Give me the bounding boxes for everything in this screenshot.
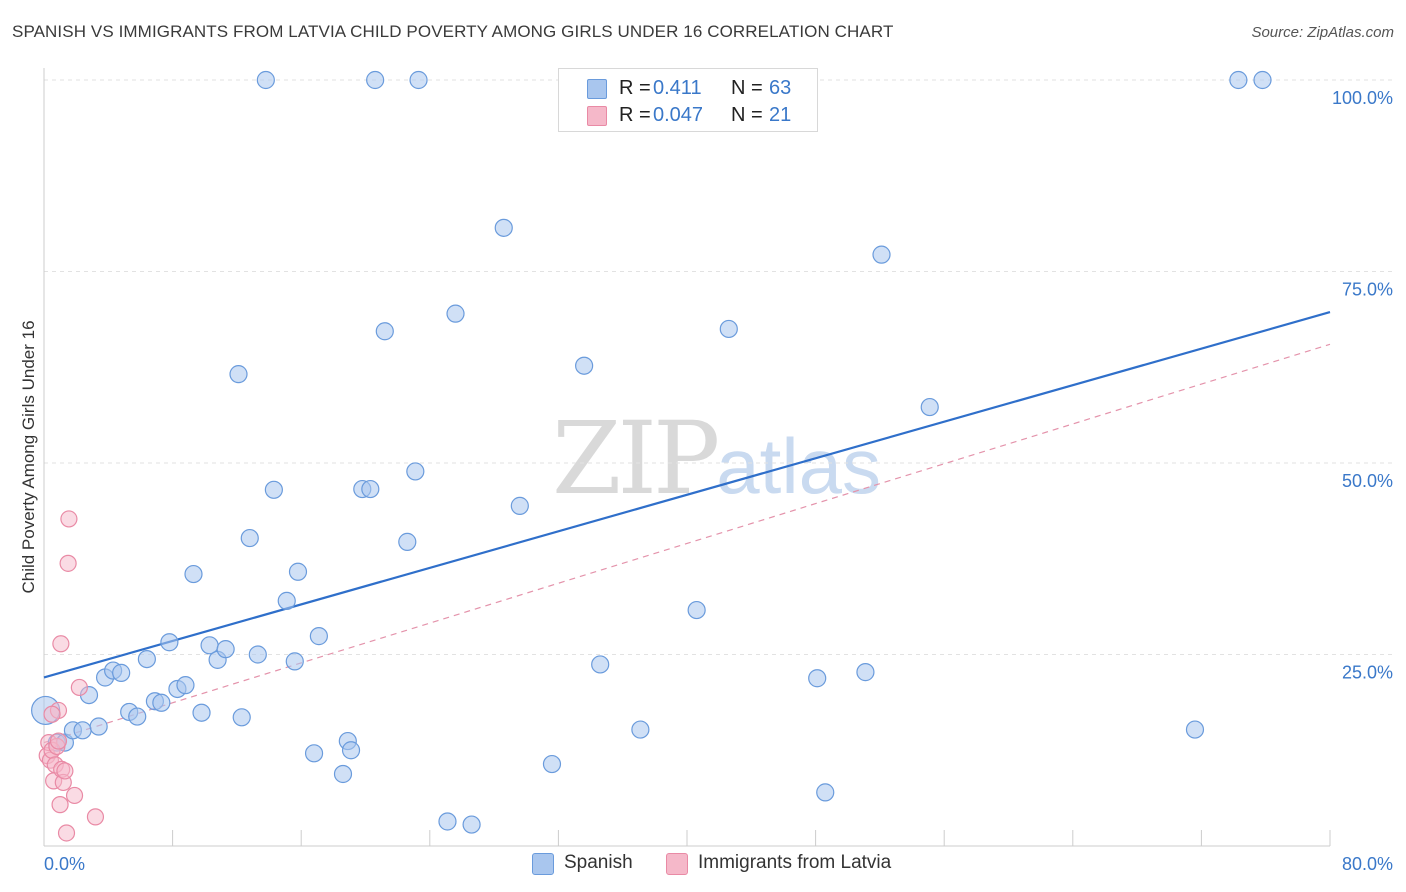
spanish-point bbox=[494, 218, 513, 237]
latvia-point bbox=[86, 808, 105, 826]
spanish-point bbox=[216, 640, 235, 659]
legend-n-label: N = bbox=[731, 77, 763, 99]
latvia-trend-line bbox=[43, 343, 1331, 744]
spanish-point bbox=[687, 600, 706, 620]
spanish-point bbox=[361, 479, 380, 499]
spanish-point bbox=[920, 397, 939, 417]
legend-r-value: 0.411 bbox=[653, 77, 702, 99]
spanish-point bbox=[89, 717, 108, 736]
y-axis-label: Child Poverty Among Girls Under 16 bbox=[19, 320, 38, 593]
spanish-point bbox=[1229, 70, 1248, 90]
spanish-point bbox=[366, 70, 385, 90]
watermark-atlas: atlas bbox=[716, 422, 882, 510]
latvia-point bbox=[59, 554, 77, 572]
spanish-point bbox=[406, 462, 425, 481]
spanish-point bbox=[462, 815, 481, 834]
y-tick-label: 100.0% bbox=[1332, 88, 1393, 108]
x-tick-label: 0.0% bbox=[44, 854, 85, 874]
spanish-point bbox=[856, 663, 875, 682]
spanish-point bbox=[309, 627, 328, 646]
latvia-point bbox=[52, 635, 70, 653]
spanish-point bbox=[719, 319, 738, 339]
spanish-point bbox=[192, 703, 211, 722]
spanish-swatch bbox=[532, 853, 554, 875]
spanish-point bbox=[277, 591, 296, 610]
legend-row-spanish: R = 0.411 N = 63 bbox=[559, 75, 817, 101]
spanish-point bbox=[229, 365, 248, 384]
bottom-legend-label: Immigrants from Latvia bbox=[698, 852, 892, 873]
latvia-swatch bbox=[666, 853, 688, 875]
spanish-point bbox=[446, 304, 465, 323]
spanish-point bbox=[631, 720, 650, 739]
axes bbox=[43, 68, 1331, 847]
legend-r-value: 0.047 bbox=[653, 104, 704, 126]
spanish-point bbox=[304, 744, 324, 763]
spanish-point bbox=[137, 649, 156, 669]
spanish-point bbox=[160, 633, 179, 652]
spanish-point bbox=[240, 528, 259, 548]
latvia-point bbox=[60, 510, 78, 528]
spanish-point bbox=[808, 669, 827, 688]
y-tick-label: 50.0% bbox=[1342, 471, 1393, 491]
spanish-point bbox=[128, 707, 147, 726]
tick-labels: 25.0% 50.0% 75.0% 100.0% 0.0% 80.0% bbox=[44, 88, 1393, 874]
spanish-point bbox=[341, 741, 361, 760]
latvia-point bbox=[49, 732, 68, 750]
legend-r-label: R = bbox=[619, 77, 651, 99]
spanish-point bbox=[542, 754, 562, 774]
latvia-point bbox=[65, 786, 84, 805]
spanish-point bbox=[288, 562, 308, 581]
spanish-swatch bbox=[587, 79, 607, 99]
y-tick-label: 25.0% bbox=[1342, 663, 1393, 683]
spanish-point bbox=[232, 708, 251, 727]
spanish-point bbox=[1185, 720, 1205, 739]
spanish-point bbox=[256, 70, 275, 90]
spanish-point bbox=[398, 532, 417, 551]
x-tick-label: 80.0% bbox=[1342, 854, 1393, 874]
grid-lines bbox=[44, 79, 1394, 655]
trend-lines bbox=[43, 311, 1331, 744]
latvia-point bbox=[43, 705, 61, 723]
spanish-point bbox=[73, 721, 92, 740]
spanish-point bbox=[248, 645, 267, 664]
spanish-point bbox=[112, 663, 131, 682]
watermark-zip: ZIP bbox=[552, 400, 720, 517]
legend-n-value: 63 bbox=[769, 77, 792, 99]
spanish-point bbox=[872, 245, 891, 264]
spanish-point bbox=[409, 70, 428, 90]
latvia-point bbox=[70, 678, 88, 697]
y-tick-label: 75.0% bbox=[1342, 280, 1393, 300]
spanish-point bbox=[176, 676, 195, 695]
spanish-point bbox=[333, 764, 353, 784]
spanish-point bbox=[1253, 70, 1272, 90]
bottom-legend-label: Spanish bbox=[564, 852, 633, 873]
spanish-point bbox=[264, 480, 283, 499]
spanish-point bbox=[575, 356, 594, 375]
correlation-legend: R = 0.411 N = 63 R = 0.047 N = 21 bbox=[558, 68, 818, 132]
spanish-point bbox=[816, 783, 835, 802]
spanish-point bbox=[591, 655, 610, 674]
legend-n-label: N = bbox=[731, 104, 763, 126]
source-label: Source: ZipAtlas.com bbox=[1251, 24, 1394, 41]
zipatlas-watermark: ZIPatlas bbox=[552, 400, 881, 517]
latvia-swatch bbox=[587, 106, 607, 126]
legend-r-label: R = bbox=[619, 104, 651, 126]
legend-row-latvia: R = 0.047 N = 21 bbox=[559, 102, 817, 128]
spanish-point bbox=[152, 693, 171, 712]
data-points bbox=[31, 70, 1272, 842]
spanish-point bbox=[184, 564, 203, 584]
latvia-point bbox=[56, 762, 74, 780]
spanish-point bbox=[375, 322, 394, 341]
legend-n-value: 21 bbox=[769, 104, 792, 126]
latvia-point bbox=[57, 824, 76, 842]
spanish-trend-line bbox=[43, 311, 1331, 679]
spanish-point bbox=[438, 812, 457, 831]
spanish-point bbox=[510, 496, 529, 515]
spanish-point bbox=[285, 652, 304, 671]
latvia-point bbox=[51, 796, 69, 814]
chart-title: SPANISH VS IMMIGRANTS FROM LATVIA CHILD … bbox=[12, 22, 894, 41]
